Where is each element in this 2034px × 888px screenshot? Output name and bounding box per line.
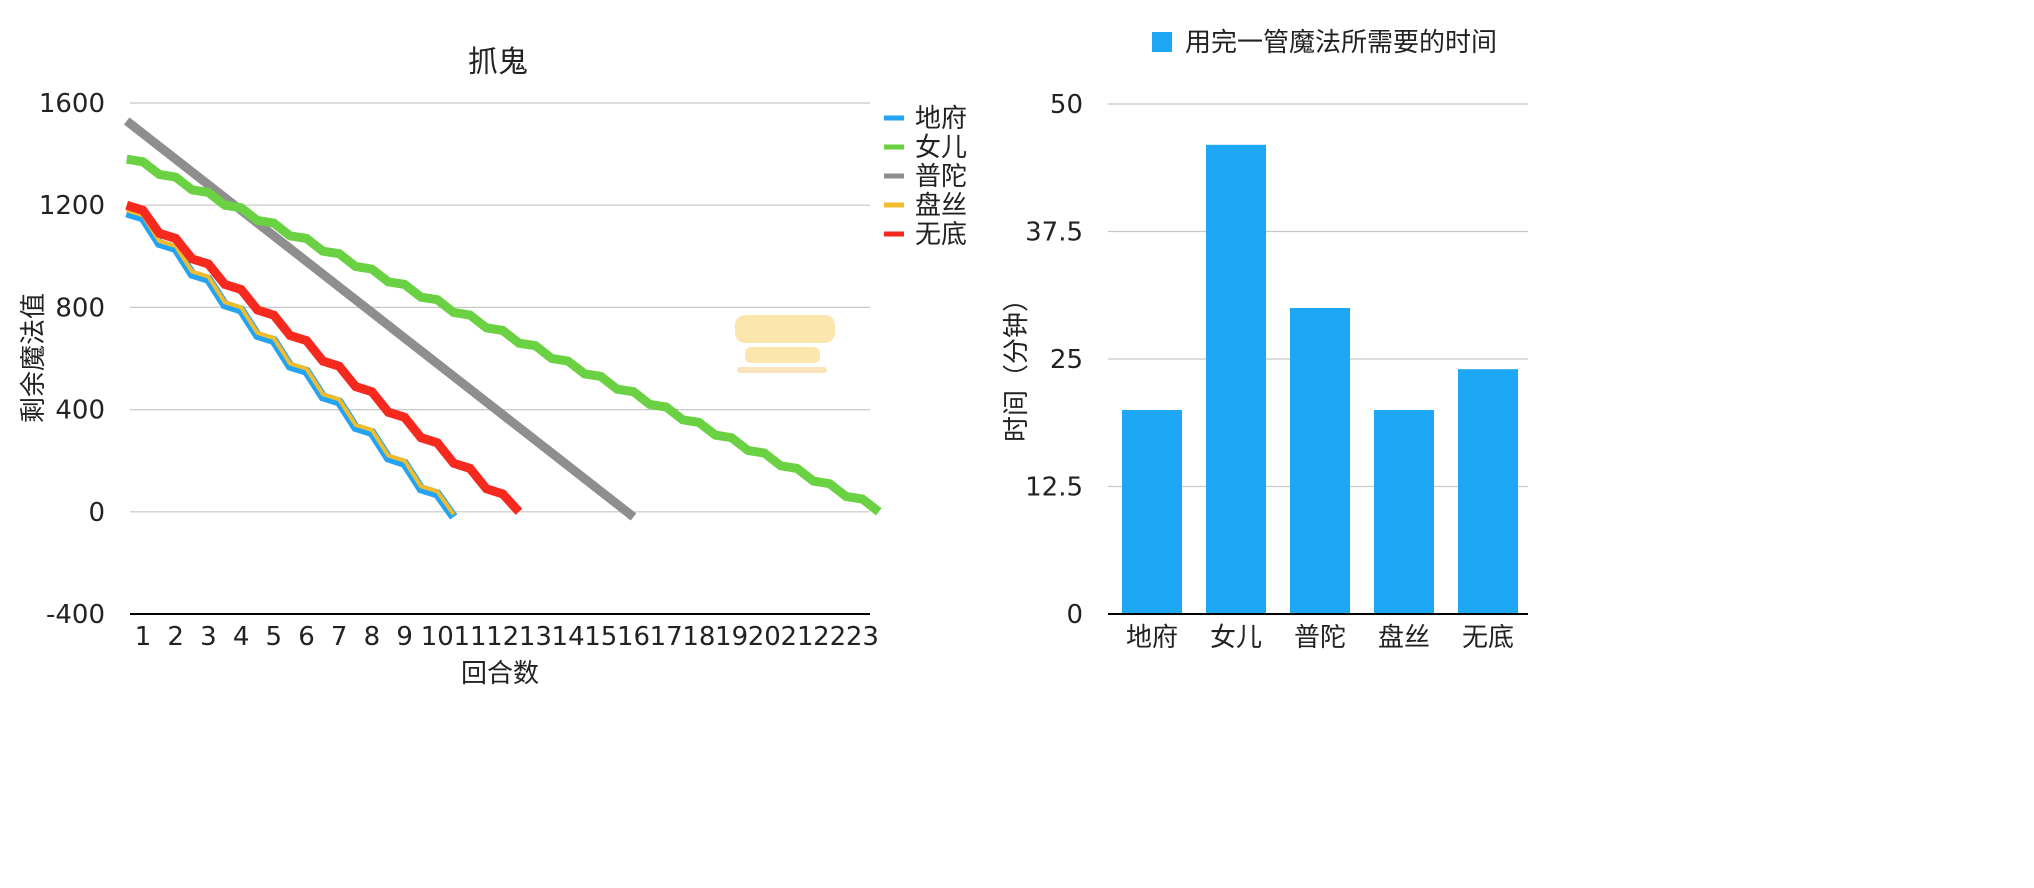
legend-label: 普陀 xyxy=(915,162,967,192)
x-tick-label: 15 xyxy=(584,622,617,652)
bar xyxy=(1290,308,1350,613)
y-tick-label: 50 xyxy=(1050,90,1083,120)
y-tick-label: -400 xyxy=(46,600,105,630)
x-tick-label: 21 xyxy=(780,622,813,652)
x-tick-label: 10 xyxy=(421,622,454,652)
x-tick-label: 23 xyxy=(846,622,879,652)
x-tick-label: 14 xyxy=(552,622,585,652)
x-tick-label: 20 xyxy=(748,622,781,652)
x-tick-label: 13 xyxy=(519,622,552,652)
bar xyxy=(1206,144,1266,614)
x-tick-label: 3 xyxy=(200,622,217,652)
x-tick-label: 9 xyxy=(396,622,413,652)
x-tick-label: 22 xyxy=(813,622,846,652)
x-tick-label: 16 xyxy=(617,622,650,652)
y-tick-label: 1600 xyxy=(39,89,105,119)
x-tick-label: 19 xyxy=(715,622,748,652)
series-line xyxy=(125,200,523,515)
bar xyxy=(1122,410,1182,613)
x-tick-label: 女儿 xyxy=(1210,623,1262,653)
x-tick-label: 12 xyxy=(486,622,519,652)
bar xyxy=(1458,369,1518,613)
x-tick-label: 2 xyxy=(167,622,184,652)
x-axis-label: 回合数 xyxy=(461,659,539,689)
watermark-shape xyxy=(735,315,835,343)
y-tick-label: 1200 xyxy=(39,191,105,221)
bar xyxy=(1374,410,1434,613)
series-line xyxy=(126,208,456,516)
y-tick-label: 400 xyxy=(55,396,105,426)
x-tick-label: 无底 xyxy=(1462,623,1514,653)
x-tick-label: 6 xyxy=(298,622,315,652)
x-tick-label: 盘丝 xyxy=(1378,623,1430,653)
x-tick-label: 11 xyxy=(453,622,486,652)
x-tick-label: 1 xyxy=(135,622,152,652)
watermark-shape xyxy=(745,347,820,363)
y-tick-label: 25 xyxy=(1050,345,1083,375)
legend-label: 用完一管魔法所需要的时间 xyxy=(1185,28,1497,58)
watermark-shape xyxy=(737,367,827,373)
x-tick-label: 8 xyxy=(364,622,381,652)
x-tick-label: 普陀 xyxy=(1294,623,1346,653)
chart-title: 抓鬼 xyxy=(468,45,528,80)
x-tick-label: 17 xyxy=(650,622,683,652)
watermark-logo xyxy=(735,315,835,373)
x-tick-label: 5 xyxy=(266,622,283,652)
y-tick-label: 0 xyxy=(88,498,105,528)
series-line xyxy=(125,154,882,516)
legend-label: 盘丝 xyxy=(915,191,967,221)
series-line xyxy=(123,117,637,521)
y-tick-label: 800 xyxy=(55,293,105,323)
x-tick-label: 7 xyxy=(331,622,348,652)
y-tick-label: 37.5 xyxy=(1025,218,1083,248)
legend-label: 无底 xyxy=(915,220,967,250)
y-axis-label: 剩余魔法值 xyxy=(19,293,49,423)
legend-swatch xyxy=(1152,32,1172,52)
y-tick-label: 0 xyxy=(1066,600,1083,630)
y-axis-label: 时间（分钟） xyxy=(1002,286,1032,442)
legend-label: 女儿 xyxy=(915,133,967,163)
x-tick-label: 4 xyxy=(233,622,250,652)
x-tick-label: 地府 xyxy=(1126,623,1178,653)
y-tick-label: 12.5 xyxy=(1025,473,1083,503)
x-tick-label: 18 xyxy=(682,622,715,652)
legend-label: 地府 xyxy=(915,104,967,134)
